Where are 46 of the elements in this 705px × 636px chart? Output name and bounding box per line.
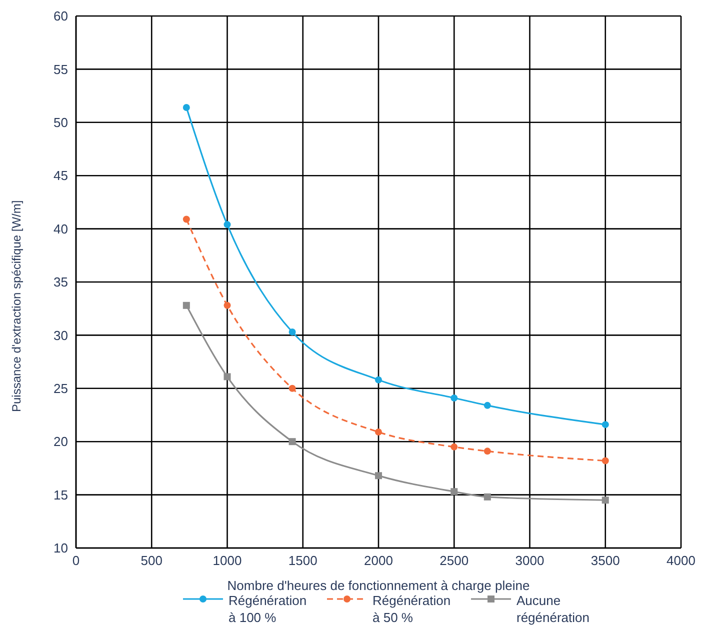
x-axis-title: Nombre d'heures de fonctionnement à charge pleine	[227, 578, 530, 593]
point	[375, 472, 382, 480]
point	[182, 302, 190, 309]
point	[224, 302, 231, 309]
point	[375, 376, 382, 384]
point	[182, 216, 190, 223]
x-tick-label: 3000	[515, 553, 544, 568]
point	[224, 221, 231, 228]
point	[182, 104, 190, 112]
x-tick-label: 3500	[590, 553, 620, 568]
point	[450, 394, 458, 402]
y-tick-label: 25	[54, 381, 68, 396]
x-tick-label: 1000	[212, 553, 242, 568]
x-tick-label: 0	[72, 553, 80, 568]
point	[602, 457, 609, 464]
legend-label: Régénération à 50 %	[372, 592, 452, 626]
point	[375, 428, 382, 436]
point	[484, 448, 491, 455]
legend-label: Régénération à 100 %	[228, 592, 308, 626]
y-tick-label: 45	[54, 168, 68, 184]
point	[224, 373, 231, 380]
point	[288, 328, 296, 336]
y-tick-label: 20	[54, 434, 68, 450]
y-axis-title: Puissance d'extraction spécifique [W/m]	[9, 200, 24, 412]
point	[602, 421, 609, 428]
point	[288, 384, 296, 392]
x-tick-label: 500	[140, 553, 162, 568]
y-tick-label: 55	[54, 62, 68, 77]
y-tick-label: 40	[54, 221, 68, 236]
point	[484, 402, 491, 409]
y-tick-label: 15	[54, 487, 68, 502]
point	[450, 488, 458, 496]
y-tick-label: 60	[54, 8, 68, 24]
point	[450, 443, 458, 450]
y-tick-label: 30	[54, 328, 68, 343]
legend-label: Aucune régénération	[516, 593, 590, 626]
x-tick-label: 2000	[364, 553, 393, 568]
x-tick-label: 4000	[666, 553, 696, 568]
y-tick-label: 35	[54, 274, 68, 290]
x-tick-label: 2500	[440, 553, 469, 568]
point	[484, 493, 491, 500]
point	[288, 438, 296, 446]
point	[602, 496, 609, 504]
y-tick-label: 50	[54, 115, 68, 130]
x-tick-label: 1500	[288, 553, 318, 568]
y-tick-label: 10	[54, 540, 68, 556]
